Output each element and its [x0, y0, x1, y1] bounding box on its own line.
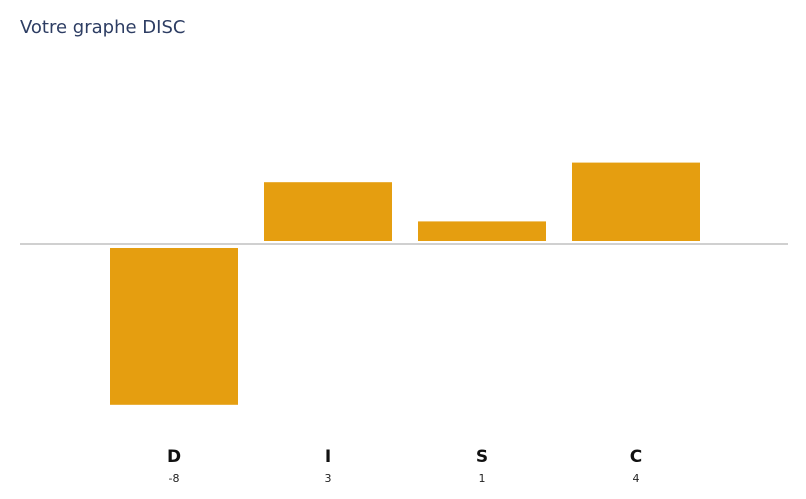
value-label: 1 — [479, 472, 486, 485]
value-label: -8 — [169, 472, 180, 485]
category-label: C — [630, 447, 642, 467]
category-label: I — [325, 447, 331, 467]
chart-title: Votre graphe DISC — [20, 17, 185, 38]
category-label: S — [476, 447, 488, 467]
value-label: 3 — [325, 472, 332, 485]
category-label: D — [167, 447, 181, 467]
value-label: 4 — [633, 472, 640, 485]
bar — [264, 182, 392, 241]
bar — [572, 162, 700, 241]
bar — [418, 221, 546, 241]
bar — [110, 248, 238, 405]
